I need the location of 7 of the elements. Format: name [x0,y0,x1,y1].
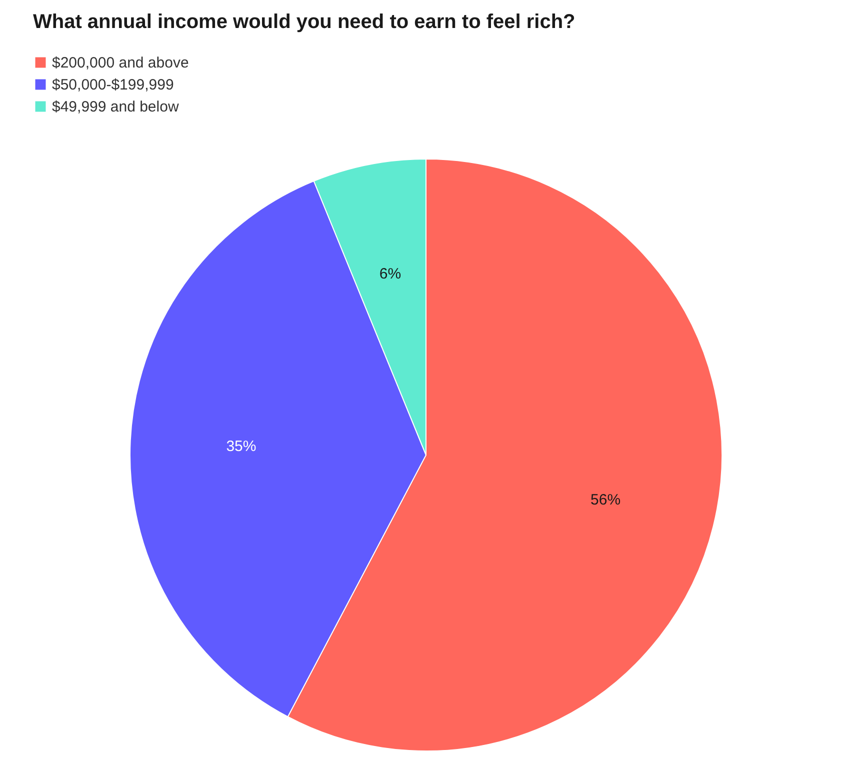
chart-title: What annual income would you need to earn to feel rich? [33,11,576,33]
legend-label: $50,000-$199,999 [52,76,174,94]
legend-label: $200,000 and above [52,54,189,72]
data-label: 35% [226,438,256,456]
legend-label: $49,999 and below [52,98,179,116]
data-label: 56% [590,491,621,508]
data-label: 6% [379,265,402,282]
